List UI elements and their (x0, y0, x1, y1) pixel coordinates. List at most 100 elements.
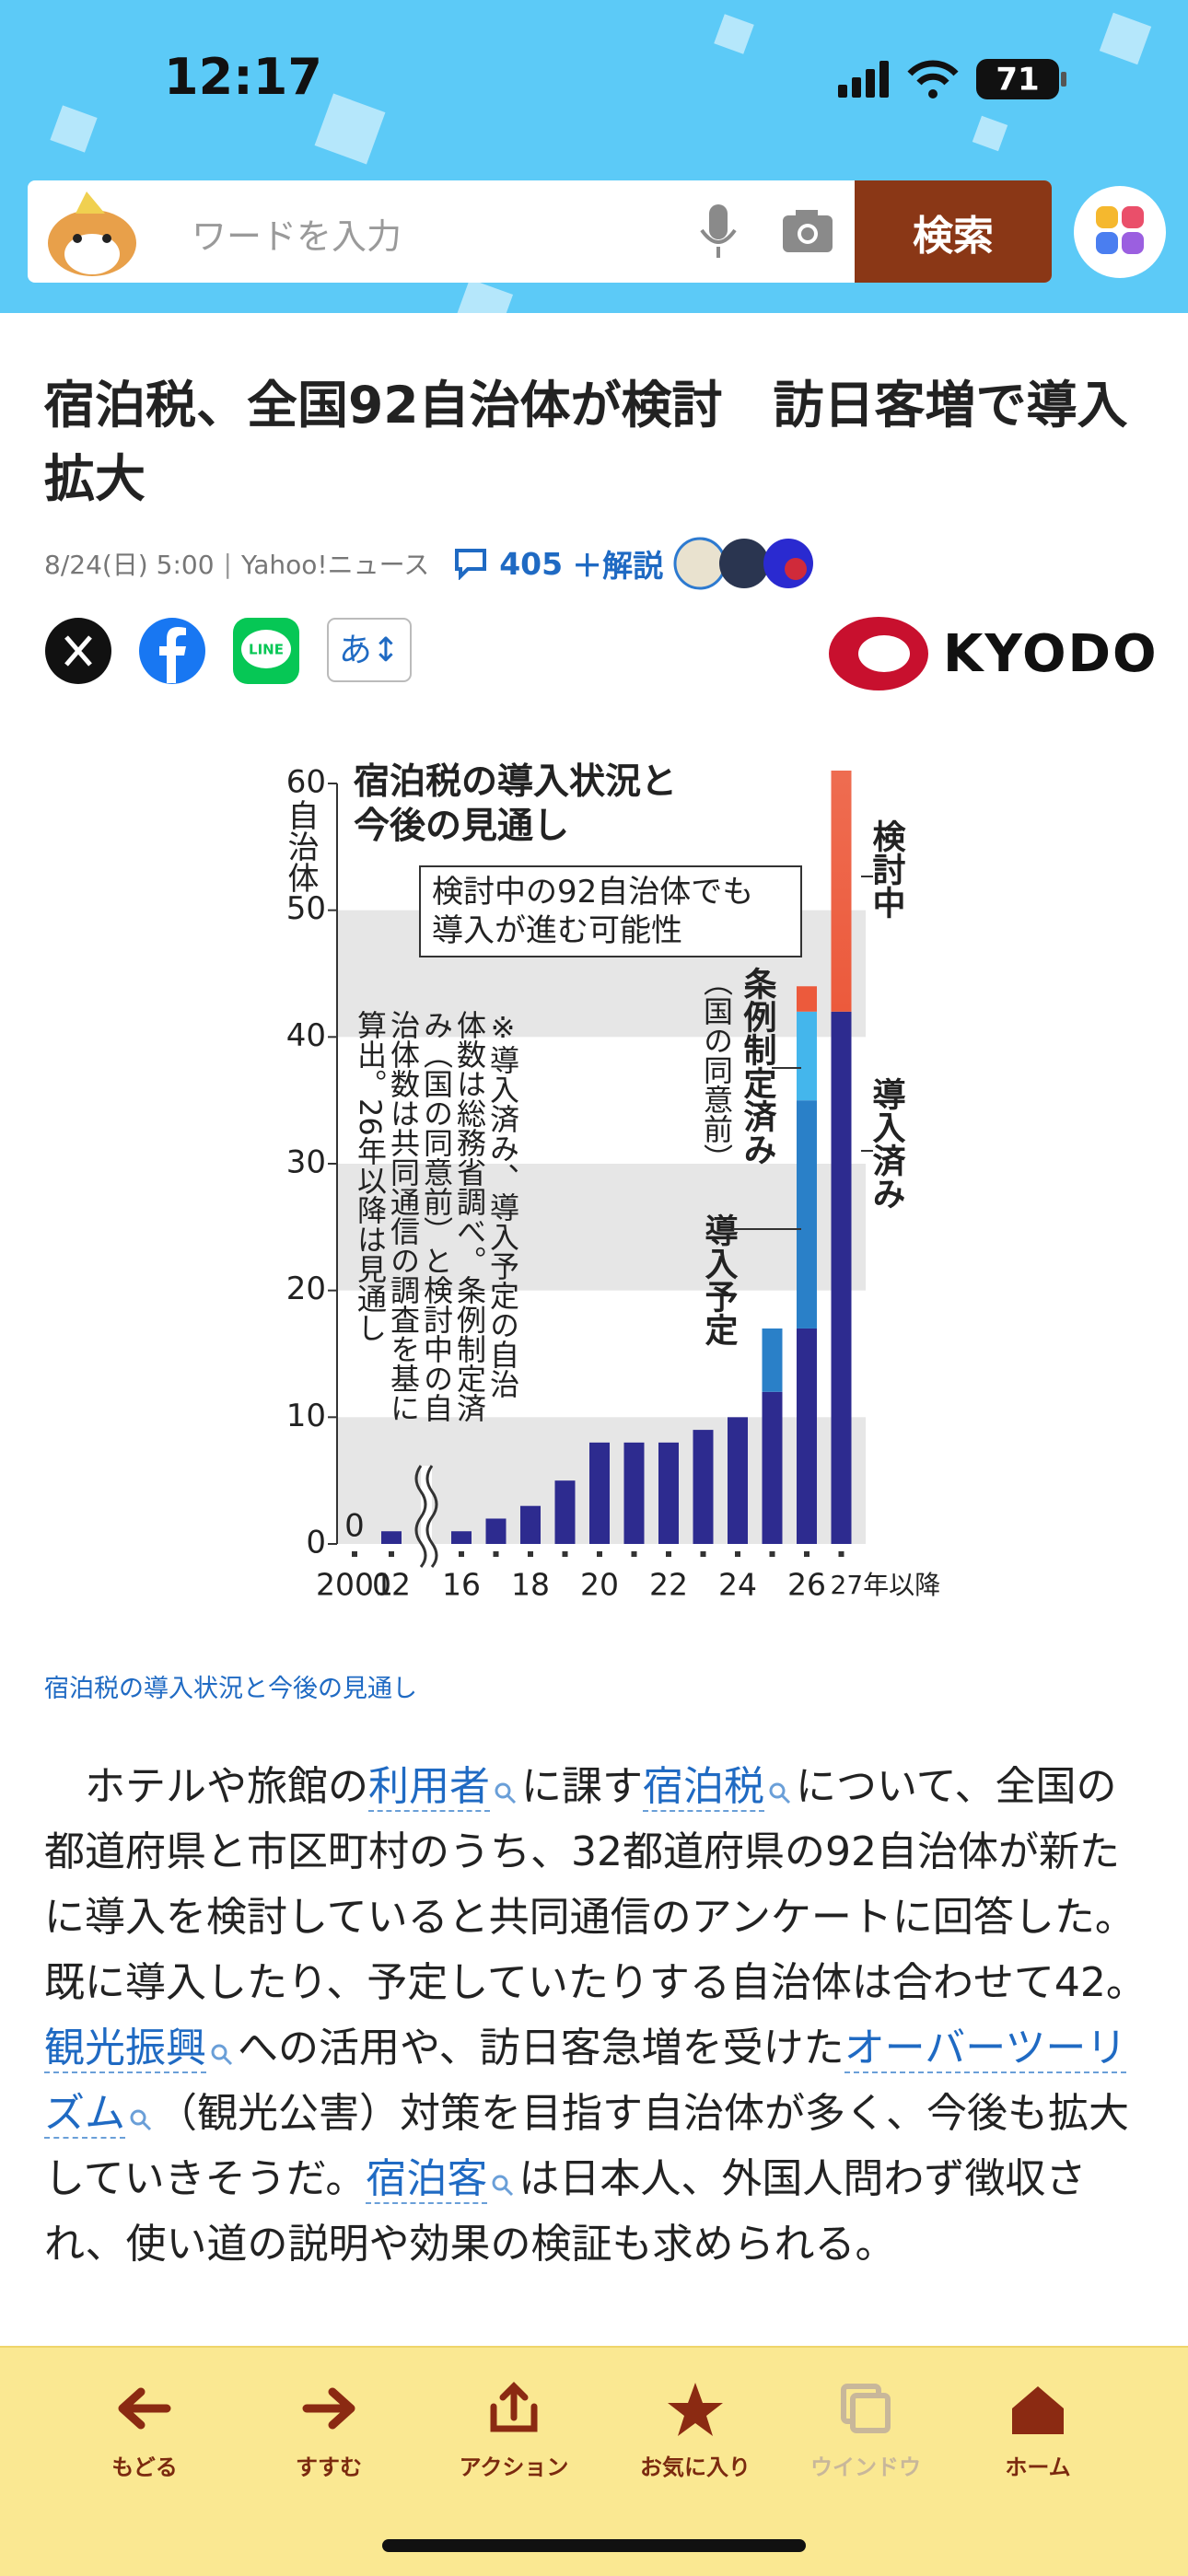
expert-avatars[interactable] (672, 536, 820, 591)
x-tick-dot (804, 1551, 809, 1557)
font-size-button[interactable]: あ↕ (326, 617, 414, 685)
icon-part (130, 2109, 146, 2126)
article-meta: 8/24(日) 5:00 | Yahoo!ニュース 405 ＋解説 (44, 536, 820, 591)
bar (658, 1442, 679, 1544)
body-text: （観光公害）対策を目指す自治体が多く、今後も拡大していきそうだ。 (44, 2090, 1129, 2202)
bar (831, 1011, 852, 1544)
toolbar-icon[interactable] (664, 2381, 727, 2440)
x-tick-dot (631, 1551, 637, 1557)
toolbar-icon[interactable] (834, 2381, 897, 2440)
x-tick-label: 22 (649, 1567, 688, 1603)
kyodo-mark (829, 617, 928, 690)
y-tick-label: 50 (286, 890, 326, 927)
separator: | (223, 548, 232, 579)
article-date: 8/24(日) 5:00 (44, 550, 215, 580)
x-tick-dot (666, 1551, 671, 1557)
y-tick-label: 60 (286, 764, 326, 801)
body-text: に課す (521, 1763, 643, 1810)
article-source: Yahoo!ニュース (240, 550, 430, 580)
toolbar-icon[interactable] (483, 2381, 545, 2440)
y-tick-label: 40 (286, 1017, 326, 1054)
commentary-link[interactable]: ＋解説 (572, 548, 664, 584)
bar (797, 986, 817, 1012)
search-button[interactable]: 検索 (855, 180, 1052, 283)
status-icons: 71 (838, 59, 1066, 99)
toolbar-icon[interactable] (1007, 2381, 1069, 2440)
bar (451, 1531, 472, 1544)
x-tick-label: 2001 (316, 1567, 393, 1603)
icon-part (780, 1793, 791, 1804)
toolbar-label[interactable]: アクション (459, 2454, 569, 2480)
bar (381, 1531, 402, 1544)
body-text: への活用や、訪日客急増を受けた (238, 2025, 844, 2071)
toolbar-icon[interactable] (297, 2381, 360, 2440)
toolbar-label[interactable]: ホーム (1005, 2454, 1071, 2480)
toolbar-label[interactable]: もどる (111, 2454, 178, 2480)
keyword-link[interactable]: 宿泊客 (366, 2155, 488, 2204)
toolbar-icon[interactable] (113, 2381, 176, 2440)
assistant-icon[interactable] (1070, 182, 1171, 284)
x-tick-dot (838, 1551, 844, 1557)
x-tick-label: 16 (442, 1567, 481, 1603)
comment-count[interactable]: 405 (499, 545, 564, 582)
font-size-label: あ↕ (339, 632, 400, 669)
x-tick-label: 18 (511, 1567, 550, 1603)
keyword-link[interactable]: 利用者 (368, 1763, 490, 1812)
bar (520, 1505, 541, 1544)
search-icon (492, 2175, 514, 2197)
share-row: LINE あ↕ (44, 617, 414, 685)
x-tick-dot (352, 1551, 357, 1557)
bar (797, 1100, 817, 1329)
search-tools[interactable] (700, 203, 838, 261)
keyword-link[interactable]: オーバーツーリズム (44, 2025, 1127, 2139)
series-label: 導入予定 (700, 1213, 739, 1347)
x-tick-dot (389, 1551, 394, 1557)
bar (554, 1480, 576, 1544)
bar (485, 1518, 507, 1544)
share-facebook[interactable] (138, 617, 206, 685)
search-icon (130, 2109, 152, 2131)
line-label: LINE (249, 642, 284, 658)
icon-part (495, 1782, 511, 1799)
publisher-name: KYODO (943, 623, 1159, 684)
y-tick-label: 20 (286, 1271, 326, 1307)
series-label: 導入済み (868, 1077, 906, 1210)
x-tick-label: 26 (787, 1567, 826, 1603)
axis-break (425, 1465, 438, 1568)
icon-part (769, 1782, 786, 1799)
icon-part (506, 1793, 517, 1804)
keyword-link[interactable]: 宿泊税 (643, 1763, 764, 1812)
keyword-link[interactable]: 観光振興 (44, 2025, 206, 2073)
article-body: ホテルや旅館の利用者 に課す宿泊税 について、全国の都道府県と市区町村のうち、32都… (44, 1754, 1149, 2277)
icon-part (141, 2120, 152, 2131)
x-tick-dot (735, 1551, 740, 1557)
grid-band (337, 1164, 866, 1291)
search-bar[interactable]: ワードを入力 検索 (28, 180, 1052, 283)
home-indicator (382, 2539, 806, 2552)
y-tick-label: 30 (286, 1144, 326, 1181)
figure-caption[interactable]: 宿泊税の導入状況と今後の見通し (44, 1675, 417, 1703)
x-tick-label: 02 (372, 1567, 411, 1603)
toolbar: もどる すすむ アクション お気に入り ウインドウ ホーム (0, 2346, 1188, 2576)
axis-break (414, 1465, 427, 1568)
icon-part (211, 2044, 227, 2060)
x-tick-dot (459, 1551, 464, 1557)
toolbar-label[interactable]: ウインドウ (810, 2454, 921, 2480)
bar (693, 1430, 714, 1544)
bar (762, 1328, 783, 1392)
share-line[interactable]: LINE (232, 617, 300, 685)
search-icon (211, 2044, 233, 2066)
toolbar-label[interactable]: すすむ (296, 2454, 362, 2480)
search-placeholder[interactable]: ワードを入力 (192, 216, 402, 257)
bar (831, 771, 852, 1012)
toolbar-label[interactable]: お気に入り (640, 2454, 751, 2480)
comment-icon[interactable] (453, 547, 490, 580)
x-tick-dot (528, 1551, 533, 1557)
icon-part (504, 2186, 514, 2197)
x-tick-label: 20 (580, 1567, 619, 1603)
data-label: 0 (344, 1508, 365, 1545)
share-x[interactable] (44, 617, 112, 685)
